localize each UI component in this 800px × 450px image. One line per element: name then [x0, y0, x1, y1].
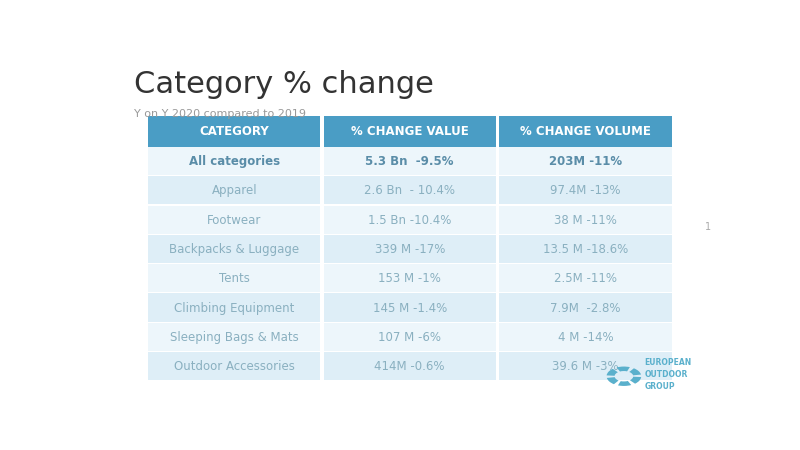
FancyBboxPatch shape: [499, 147, 672, 175]
FancyBboxPatch shape: [499, 293, 672, 322]
FancyBboxPatch shape: [324, 176, 496, 204]
FancyBboxPatch shape: [148, 117, 320, 147]
Text: 339 M -17%: 339 M -17%: [374, 243, 445, 256]
FancyBboxPatch shape: [148, 323, 320, 351]
Text: 414M -0.6%: 414M -0.6%: [374, 360, 445, 374]
FancyBboxPatch shape: [324, 117, 496, 147]
Text: 5.3 Bn  -9.5%: 5.3 Bn -9.5%: [366, 155, 454, 168]
FancyBboxPatch shape: [499, 176, 672, 204]
Text: 13.5 M -18.6%: 13.5 M -18.6%: [543, 243, 628, 256]
FancyBboxPatch shape: [148, 147, 320, 175]
FancyBboxPatch shape: [324, 235, 496, 263]
Text: Sleeping Bags & Mats: Sleeping Bags & Mats: [170, 331, 298, 344]
Text: All categories: All categories: [189, 155, 280, 168]
Text: CATEGORY: CATEGORY: [199, 125, 269, 138]
Wedge shape: [630, 368, 641, 375]
Text: 97.4M -13%: 97.4M -13%: [550, 184, 621, 198]
Text: 145 M -1.4%: 145 M -1.4%: [373, 302, 447, 315]
Text: Y on Y 2020 compared to 2019: Y on Y 2020 compared to 2019: [134, 109, 306, 119]
Text: Footwear: Footwear: [207, 214, 262, 227]
Text: 4 M -14%: 4 M -14%: [558, 331, 614, 344]
Wedge shape: [630, 377, 641, 384]
FancyBboxPatch shape: [324, 147, 496, 175]
FancyBboxPatch shape: [499, 206, 672, 234]
FancyBboxPatch shape: [499, 264, 672, 292]
Text: % CHANGE VALUE: % CHANGE VALUE: [351, 125, 469, 138]
Wedge shape: [618, 381, 631, 386]
Wedge shape: [617, 367, 630, 372]
FancyBboxPatch shape: [499, 235, 672, 263]
Text: 38 M -11%: 38 M -11%: [554, 214, 617, 227]
Text: Climbing Equipment: Climbing Equipment: [174, 302, 294, 315]
Text: Outdoor Accessories: Outdoor Accessories: [174, 360, 294, 374]
Text: 7.9M  -2.8%: 7.9M -2.8%: [550, 302, 621, 315]
FancyBboxPatch shape: [148, 206, 320, 234]
FancyBboxPatch shape: [148, 235, 320, 263]
Text: Category % change: Category % change: [134, 70, 434, 99]
Text: 39.6 M -3%: 39.6 M -3%: [552, 360, 619, 374]
Wedge shape: [606, 369, 618, 376]
Text: EUROPEAN
OUTDOOR
GROUP: EUROPEAN OUTDOOR GROUP: [644, 358, 692, 391]
Text: Tents: Tents: [219, 272, 250, 285]
Text: 203M -11%: 203M -11%: [549, 155, 622, 168]
Text: 107 M -6%: 107 M -6%: [378, 331, 442, 344]
FancyBboxPatch shape: [148, 176, 320, 204]
Text: 2.6 Bn  - 10.4%: 2.6 Bn - 10.4%: [364, 184, 455, 198]
Text: Apparel: Apparel: [211, 184, 257, 198]
Text: % CHANGE VOLUME: % CHANGE VOLUME: [520, 125, 651, 138]
Text: 1: 1: [705, 222, 710, 232]
FancyBboxPatch shape: [499, 352, 672, 380]
Text: 153 M -1%: 153 M -1%: [378, 272, 441, 285]
FancyBboxPatch shape: [324, 352, 496, 380]
FancyBboxPatch shape: [324, 206, 496, 234]
FancyBboxPatch shape: [324, 264, 496, 292]
FancyBboxPatch shape: [324, 293, 496, 322]
Text: 2.5M -11%: 2.5M -11%: [554, 272, 617, 285]
FancyBboxPatch shape: [499, 323, 672, 351]
FancyBboxPatch shape: [324, 323, 496, 351]
FancyBboxPatch shape: [148, 352, 320, 380]
FancyBboxPatch shape: [148, 293, 320, 322]
Text: 1.5 Bn -10.4%: 1.5 Bn -10.4%: [368, 214, 451, 227]
FancyBboxPatch shape: [148, 264, 320, 292]
Wedge shape: [607, 377, 618, 384]
FancyBboxPatch shape: [499, 117, 672, 147]
Text: Backpacks & Luggage: Backpacks & Luggage: [169, 243, 299, 256]
